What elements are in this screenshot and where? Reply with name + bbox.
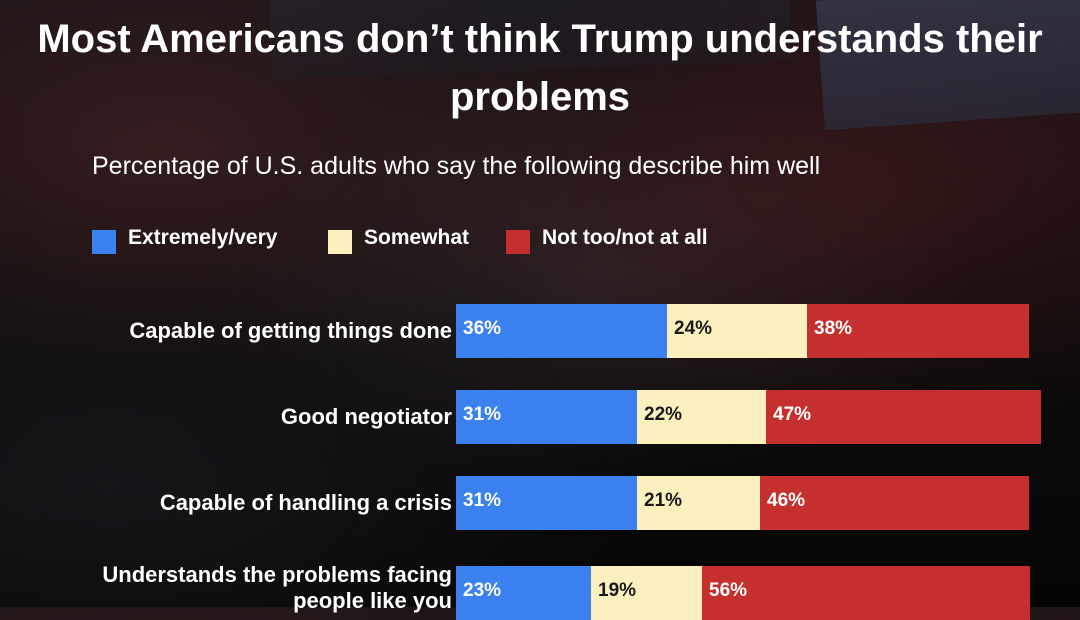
- bar-segment: 23%: [456, 566, 591, 620]
- legend-swatch-somewhat: [328, 230, 352, 254]
- bar-segment: 31%: [456, 476, 637, 530]
- stacked-bar: 31% 21% 46%: [456, 476, 1029, 530]
- data-label: 22%: [644, 404, 683, 425]
- bar-segment: 19%: [591, 566, 702, 620]
- legend-label-somewhat: Somewhat: [364, 226, 470, 249]
- bar-segment: 47%: [766, 390, 1041, 444]
- data-label: 47%: [773, 404, 812, 425]
- bar-segment: 22%: [637, 390, 766, 444]
- category-label: Capable of handling a crisis: [159, 490, 452, 515]
- data-label: 31%: [463, 404, 502, 425]
- data-label: 24%: [674, 318, 713, 339]
- stacked-bar: 23% 19% 56%: [456, 566, 1030, 620]
- category-label: Capable of getting things done: [129, 318, 452, 343]
- bar-segment: 24%: [667, 304, 807, 358]
- legend-swatch-extremely-very: [92, 230, 116, 254]
- bar-segment: 46%: [760, 476, 1029, 530]
- chart-title: Most Americans don’t think Trump underst…: [37, 17, 1043, 119]
- data-label: 38%: [814, 318, 853, 339]
- legend-label-extremely-very: Extremely/very: [128, 226, 278, 249]
- bar-segment: 56%: [702, 566, 1030, 620]
- bar-segment: 31%: [456, 390, 637, 444]
- data-label: 46%: [767, 490, 806, 511]
- stacked-bar: 36% 24% 38%: [456, 304, 1029, 358]
- chart-legend: Extremely/very Somewhat Not too/not at a…: [0, 224, 1080, 258]
- data-label: 31%: [463, 490, 502, 511]
- data-label: 56%: [709, 580, 748, 601]
- data-label: 36%: [463, 318, 502, 339]
- legend-swatch-not-too: [506, 230, 530, 254]
- data-label: 21%: [644, 490, 683, 511]
- data-label: 23%: [463, 580, 502, 601]
- category-label: Good negotiator: [280, 404, 452, 429]
- bar-segment: 21%: [637, 476, 760, 530]
- legend-label-not-too: Not too/not at all: [542, 226, 708, 249]
- chart-subtitle: Percentage of U.S. adults who say the fo…: [92, 152, 821, 180]
- stacked-bar: 31% 22% 47%: [456, 390, 1041, 444]
- category-label: Understands the problems facing people l…: [102, 562, 452, 613]
- bar-segment: 36%: [456, 304, 667, 358]
- data-label: 19%: [598, 580, 637, 601]
- bar-segment: 38%: [807, 304, 1029, 358]
